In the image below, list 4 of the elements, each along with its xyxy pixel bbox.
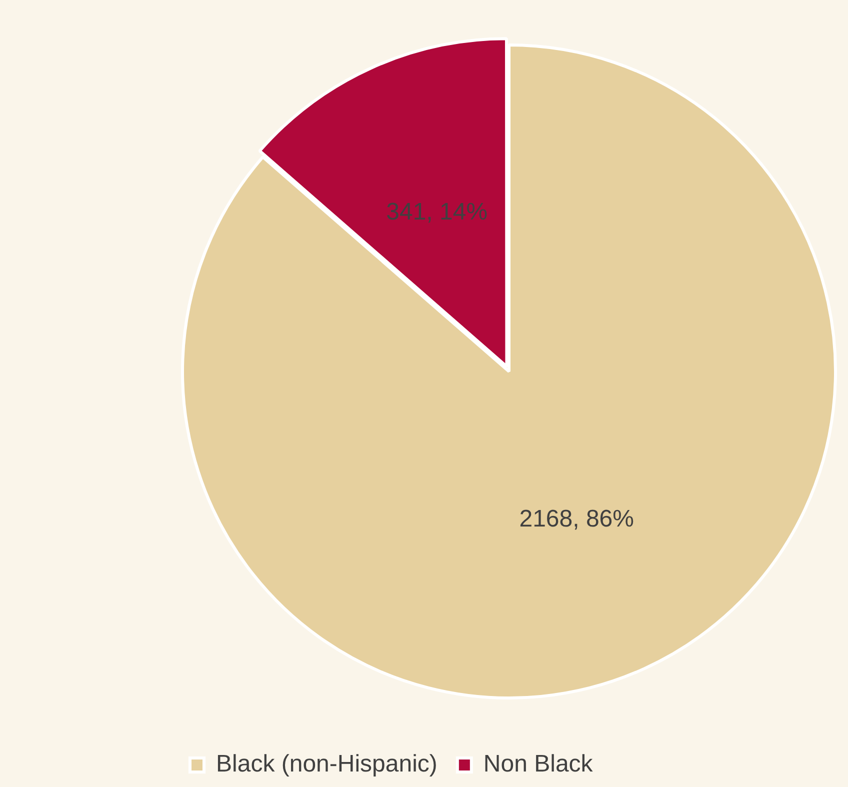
legend-label: Non Black [483,750,594,778]
legend-label: Black (non-Hispanic) [216,750,438,778]
data-label: 2168, 86% [519,506,634,533]
data-label: 341, 14% [386,198,488,226]
